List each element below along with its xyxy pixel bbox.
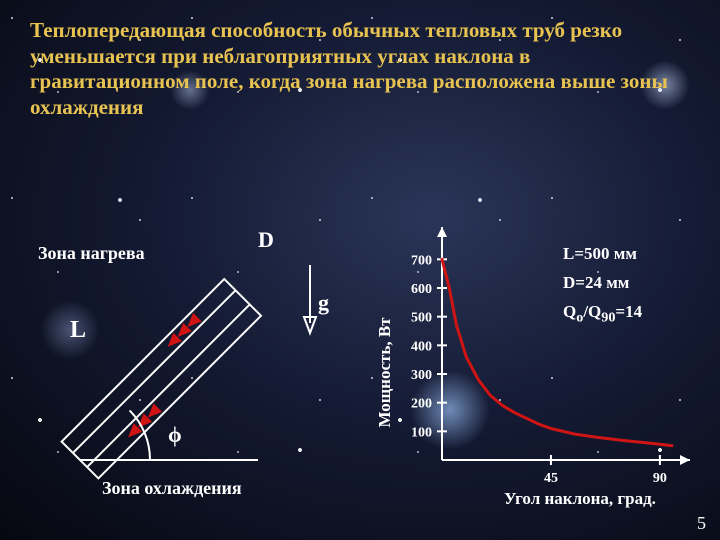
label-heating-zone: Зона нагрева (38, 243, 145, 264)
label-cooling-zone: Зона охлаждения (102, 478, 242, 499)
label-phi: ϕ (168, 422, 182, 448)
svg-text:Мощность, Вт: Мощность, Вт (375, 317, 394, 428)
pipe-outline (62, 279, 261, 478)
svg-text:Угол наклона, град.: Угол наклона, град. (504, 489, 656, 508)
param-D: D=24 мм (563, 269, 642, 298)
svg-text:300: 300 (411, 368, 432, 383)
page-number: 5 (697, 513, 706, 534)
label-D: D (258, 227, 274, 253)
flow-arrows-bottom (124, 403, 162, 441)
svg-text:400: 400 (411, 339, 432, 354)
chart-params: L=500 мм D=24 мм Qo/Q90=14 (563, 240, 642, 329)
label-g: g (318, 290, 329, 316)
label-L: L (70, 317, 86, 344)
svg-text:500: 500 (411, 311, 432, 326)
power-angle-chart: 100 200 300 400 500 600 700 45 90 Мощность, Вт Уго… (370, 225, 710, 525)
title-text: Теплопередающая способность обычных тепл… (30, 18, 690, 120)
svg-text:200: 200 (411, 397, 432, 412)
svg-text:700: 700 (411, 253, 432, 268)
slide: Теплопередающая способность обычных тепл… (0, 0, 720, 540)
svg-text:600: 600 (411, 282, 432, 297)
svg-text:45: 45 (544, 471, 558, 486)
svg-text:100: 100 (411, 425, 432, 440)
pipe-inner-line (73, 290, 236, 453)
chart-svg: 100 200 300 400 500 600 700 45 90 Мощность, Вт Уго… (370, 225, 710, 525)
flow-arrows-top (163, 313, 201, 351)
svg-text:90: 90 (653, 471, 667, 486)
heat-pipe-diagram: D Зона нагрева L g ϕ Зона охлаждения (20, 195, 360, 515)
param-Q: Qo/Q90=14 (563, 298, 642, 329)
param-L: L=500 мм (563, 240, 642, 269)
